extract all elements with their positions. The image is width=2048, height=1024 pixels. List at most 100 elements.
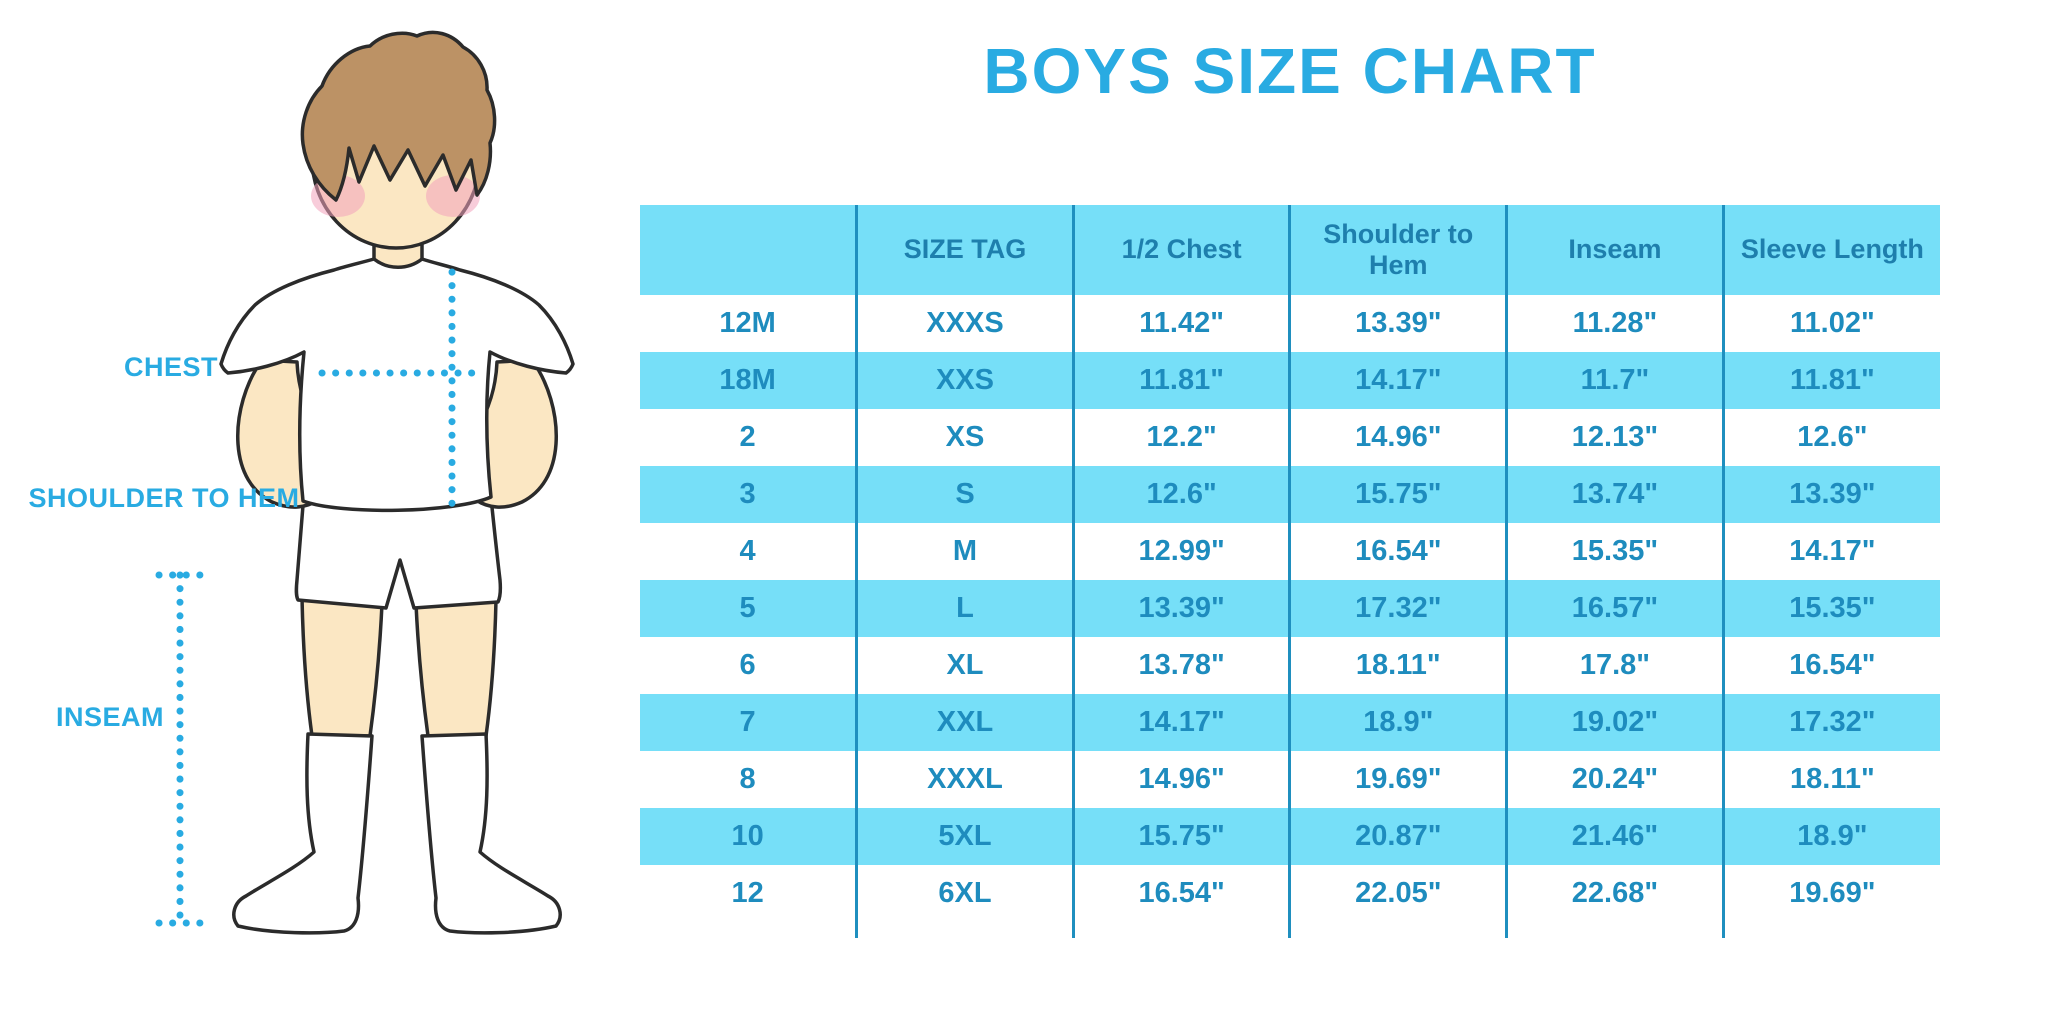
- header-cell-sleeve-length: Sleeve Length: [1721, 205, 1940, 295]
- measurement-diagram: CHEST SHOULDER TO HEM INSEAM: [0, 0, 640, 1024]
- grid-extension-row: [640, 922, 1940, 938]
- cell-half-chest: 11.42": [1071, 295, 1290, 352]
- table-body: 12M XXXS 11.42" 13.39" 11.28" 11.02" 18M XXS 11.…: [640, 295, 1940, 922]
- header-cell-size-tag: SIZE TAG: [855, 205, 1074, 295]
- cell-size-tag: S: [855, 466, 1074, 523]
- cell-sleeve-length: 14.17": [1721, 523, 1940, 580]
- size-chart-table: SIZE TAG 1/2 Chest Shoulder to Hem Insea…: [640, 205, 1940, 938]
- cell-size: 10: [640, 808, 857, 865]
- cell-sleeve-length: 17.32": [1721, 694, 1940, 751]
- cell-inseam: 22.68": [1505, 865, 1724, 922]
- cell-size-tag: 5XL: [855, 808, 1074, 865]
- cell-shoulder-to-hem: 15.75": [1288, 466, 1507, 523]
- boy-tshirt: [219, 257, 575, 513]
- cell-inseam: 11.7": [1505, 352, 1724, 409]
- cell-half-chest: 12.6": [1071, 466, 1290, 523]
- cell-half-chest: 16.54": [1071, 865, 1290, 922]
- table-row: 10 5XL 15.75" 20.87" 21.46" 18.9": [640, 808, 1940, 865]
- cell-shoulder-to-hem: 18.11": [1288, 637, 1507, 694]
- table-row: 7 XXL 14.17" 18.9" 19.02" 17.32": [640, 694, 1940, 751]
- table-row: 12 6XL 16.54" 22.05" 22.68" 19.69": [640, 865, 1940, 922]
- cell-size: 2: [739, 421, 756, 453]
- table-row: 12M XXXS 11.42" 13.39" 11.28" 11.02": [640, 295, 1940, 352]
- cell-sleeve-length: 18.11": [1721, 751, 1940, 808]
- header-cell-half-chest: 1/2 Chest: [1071, 205, 1290, 295]
- cell-shoulder-to-hem: 20.87": [1288, 808, 1507, 865]
- table-row: 8 XXXL 14.96" 19.69" 20.24" 18.11": [640, 751, 1940, 808]
- cell-half-chest: 14.17": [1071, 694, 1290, 751]
- table-header-row: SIZE TAG 1/2 Chest Shoulder to Hem Insea…: [640, 205, 1940, 295]
- table-row: 2 XS 12.2" 14.96" 12.13" 12.6": [640, 409, 1940, 466]
- cell-size-tag: M: [855, 523, 1074, 580]
- cell-size: 4: [739, 535, 756, 567]
- cell-size: 18M: [640, 352, 857, 409]
- boy-right-sock: [420, 732, 562, 935]
- table-row: 5 L 13.39" 17.32" 16.57" 15.35": [640, 580, 1940, 637]
- cell-half-chest: 13.39": [1071, 580, 1290, 637]
- cell-shoulder-to-hem: 14.17": [1288, 352, 1507, 409]
- header-cell-size: [640, 205, 857, 295]
- cell-sleeve-length: 12.6": [1721, 409, 1940, 466]
- table-row: 4 M 12.99" 16.54" 15.35" 14.17": [640, 523, 1940, 580]
- cell-half-chest: 12.2": [1071, 409, 1290, 466]
- cell-sleeve-length: 18.9": [1721, 808, 1940, 865]
- cell-half-chest: 15.75": [1071, 808, 1290, 865]
- cell-sleeve-length: 11.81": [1721, 352, 1940, 409]
- cell-size-tag: XXXL: [855, 751, 1074, 808]
- boy-right-leg: [414, 598, 498, 738]
- cell-inseam: 17.8": [1505, 637, 1724, 694]
- cell-shoulder-to-hem: 22.05": [1288, 865, 1507, 922]
- table-row: 6 XL 13.78" 18.11" 17.8" 16.54": [640, 637, 1940, 694]
- table-row: 18M XXS 11.81" 14.17" 11.7" 11.81": [640, 352, 1940, 409]
- cell-sleeve-length: 15.35": [1721, 580, 1940, 637]
- cell-size-tag: XXS: [855, 352, 1074, 409]
- cell-shoulder-to-hem: 13.39": [1288, 295, 1507, 352]
- cell-half-chest: 11.81": [1071, 352, 1290, 409]
- cell-sleeve-length: 19.69": [1721, 865, 1940, 922]
- chest-label: CHEST: [123, 352, 218, 382]
- cell-half-chest: 14.96": [1071, 751, 1290, 808]
- cell-size: 5: [640, 580, 857, 637]
- cell-inseam: 19.02": [1505, 694, 1724, 751]
- cell-size: 8: [739, 763, 756, 795]
- cell-sleeve-length: 13.39": [1721, 466, 1940, 523]
- size-chart-panel: BOYS SIZE CHART SIZE TAG 1/2 Chest Shoul…: [640, 0, 1950, 1024]
- cell-shoulder-to-hem: 17.32": [1288, 580, 1507, 637]
- inseam-label: INSEAM: [55, 702, 164, 732]
- cell-half-chest: 12.99": [1071, 523, 1290, 580]
- cell-size-tag: XS: [855, 409, 1074, 466]
- cell-inseam: 15.35": [1505, 523, 1724, 580]
- cell-inseam: 12.13": [1505, 409, 1724, 466]
- table-row: 3 S 12.6" 15.75" 13.74" 13.39": [640, 466, 1940, 523]
- cell-size-tag: XL: [855, 637, 1074, 694]
- cell-shoulder-to-hem: 19.69": [1288, 751, 1507, 808]
- header-cell-shoulder-to-hem: Shoulder to Hem: [1288, 205, 1507, 295]
- boy-illustration: [155, 30, 575, 935]
- cell-inseam: 20.24": [1505, 751, 1724, 808]
- cell-size: 12M: [719, 307, 776, 339]
- cell-size: 6: [739, 649, 756, 681]
- shoulder-to-hem-label: SHOULDER TO HEM: [28, 483, 300, 513]
- boy-hair: [300, 30, 497, 202]
- cell-size: 7: [640, 694, 857, 751]
- cell-sleeve-length: 11.02": [1721, 295, 1940, 352]
- page-title: BOYS SIZE CHART: [983, 35, 1597, 107]
- cell-half-chest: 13.78": [1071, 637, 1290, 694]
- boy-left-sock: [232, 732, 374, 935]
- boy-left-leg: [300, 596, 384, 738]
- cell-size-tag: 6XL: [855, 865, 1074, 922]
- cell-inseam: 16.57": [1505, 580, 1724, 637]
- cell-inseam: 11.28": [1505, 295, 1724, 352]
- cell-sleeve-length: 16.54": [1721, 637, 1940, 694]
- cell-size-tag: L: [855, 580, 1074, 637]
- header-cell-inseam: Inseam: [1505, 205, 1724, 295]
- cell-shoulder-to-hem: 18.9": [1288, 694, 1507, 751]
- cell-size: 12: [731, 877, 764, 909]
- cell-size-tag: XXL: [855, 694, 1074, 751]
- cell-shoulder-to-hem: 14.96": [1288, 409, 1507, 466]
- cell-shoulder-to-hem: 16.54": [1288, 523, 1507, 580]
- cell-inseam: 13.74": [1505, 466, 1724, 523]
- cell-inseam: 21.46": [1505, 808, 1724, 865]
- cell-size-tag: XXXS: [855, 295, 1074, 352]
- boy-cheek-right: [426, 175, 480, 217]
